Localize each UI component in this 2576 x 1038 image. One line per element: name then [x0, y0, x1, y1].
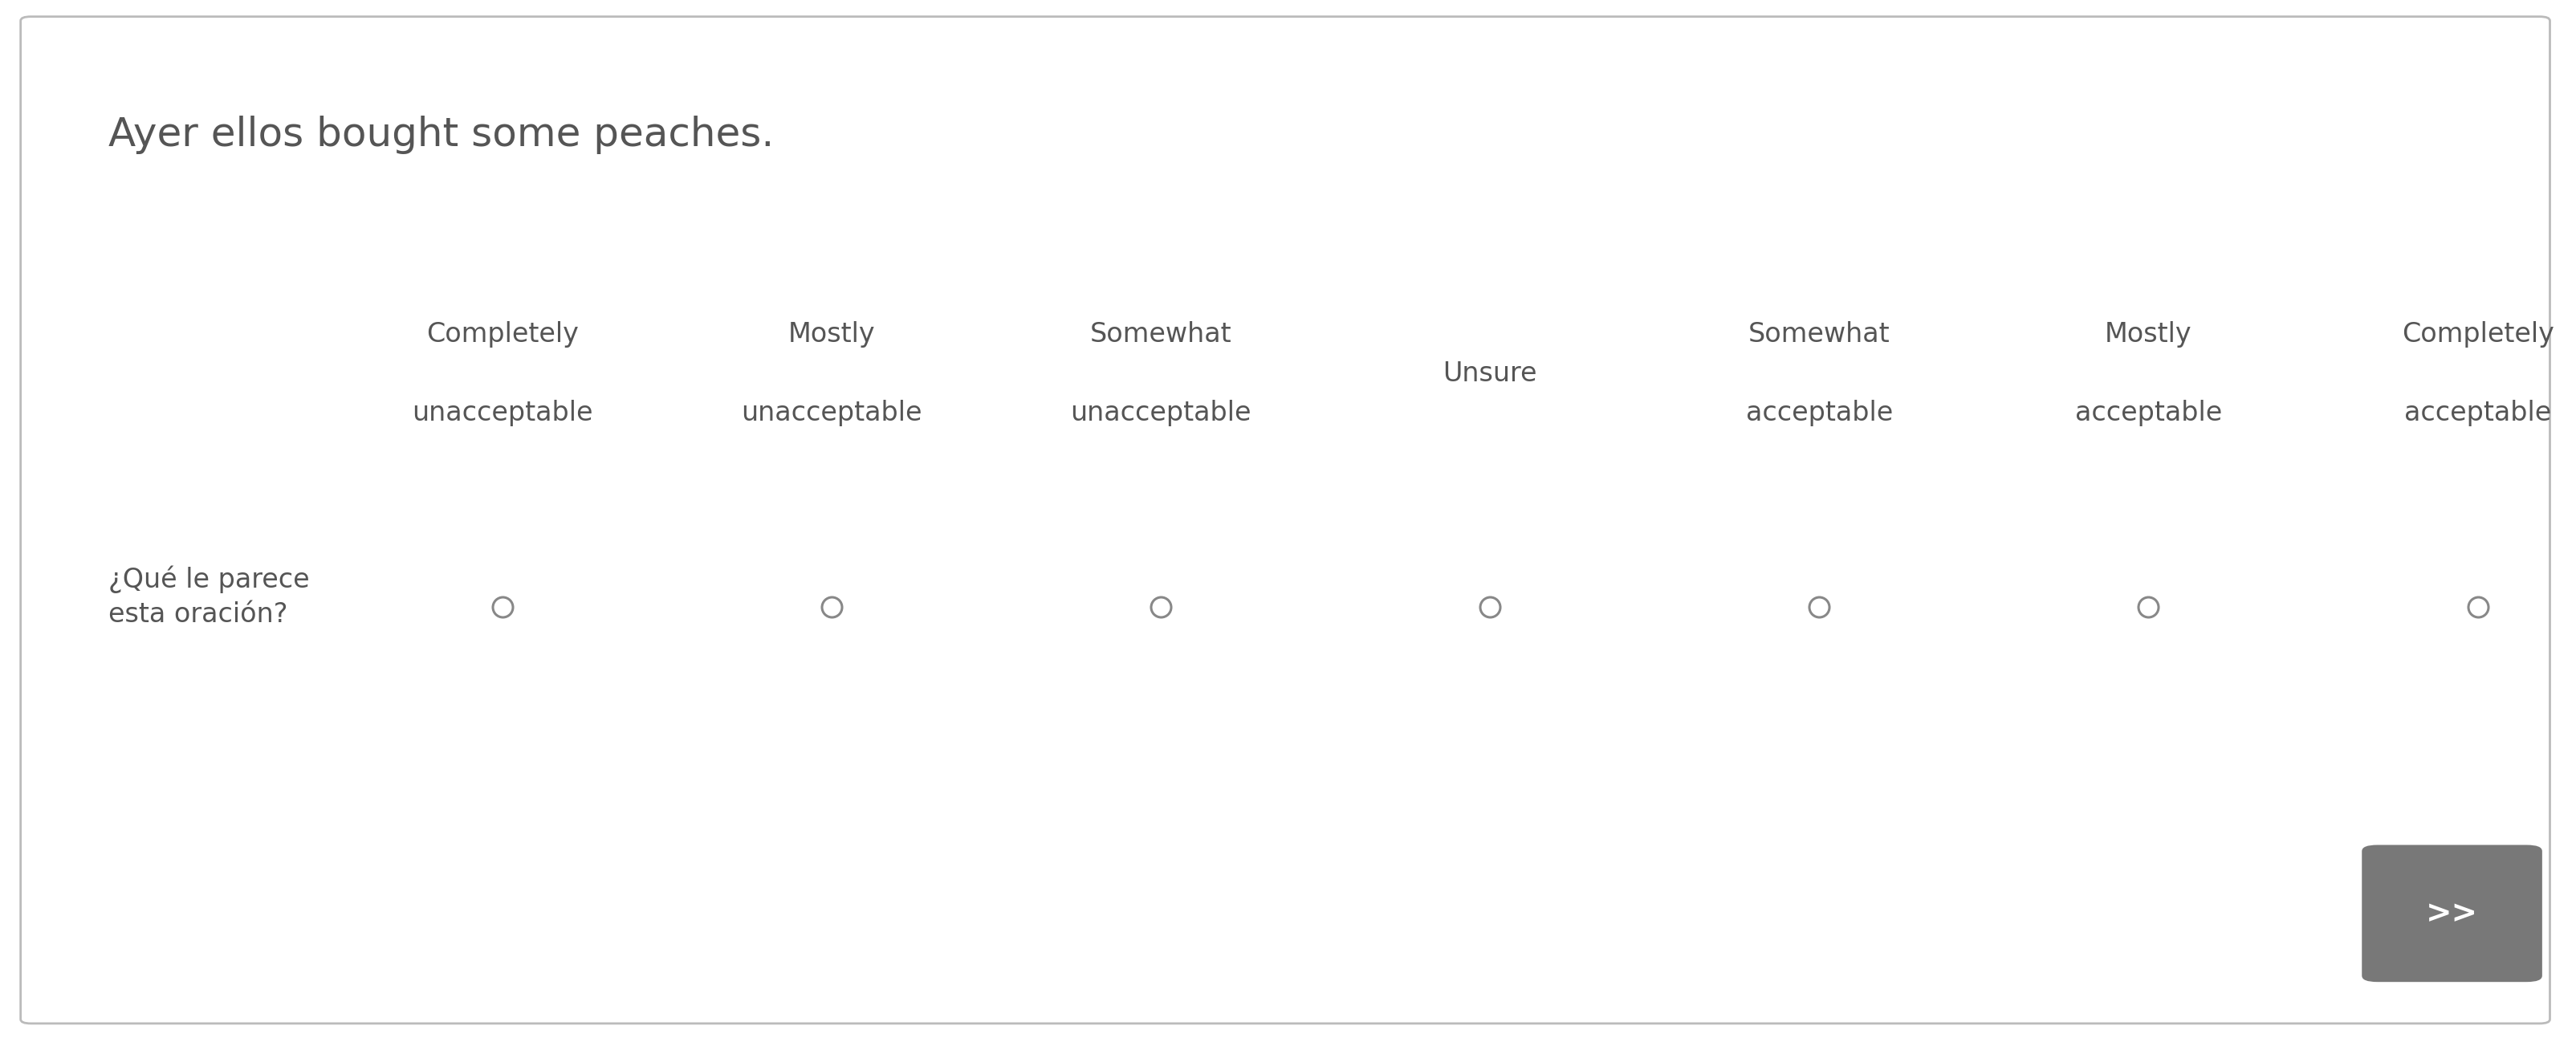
Text: Ayer ellos bought some peaches.: Ayer ellos bought some peaches.	[108, 115, 773, 155]
Text: unacceptable: unacceptable	[412, 400, 592, 427]
Text: acceptable: acceptable	[1747, 400, 1893, 427]
Text: Mostly: Mostly	[788, 321, 876, 348]
Text: acceptable: acceptable	[2076, 400, 2223, 427]
FancyBboxPatch shape	[2362, 845, 2543, 982]
Text: unacceptable: unacceptable	[742, 400, 922, 427]
Text: Completely: Completely	[2401, 321, 2553, 348]
Text: Somewhat: Somewhat	[1090, 321, 1231, 348]
Text: acceptable: acceptable	[2403, 400, 2550, 427]
Text: Completely: Completely	[425, 321, 580, 348]
Text: Somewhat: Somewhat	[1749, 321, 1891, 348]
Text: Unsure: Unsure	[1443, 360, 1538, 387]
Text: unacceptable: unacceptable	[1069, 400, 1252, 427]
Text: >>: >>	[2427, 898, 2478, 929]
Text: ¿Qué le parece
esta oración?: ¿Qué le parece esta oración?	[108, 566, 309, 628]
FancyBboxPatch shape	[21, 17, 2550, 1023]
Text: Mostly: Mostly	[2105, 321, 2192, 348]
